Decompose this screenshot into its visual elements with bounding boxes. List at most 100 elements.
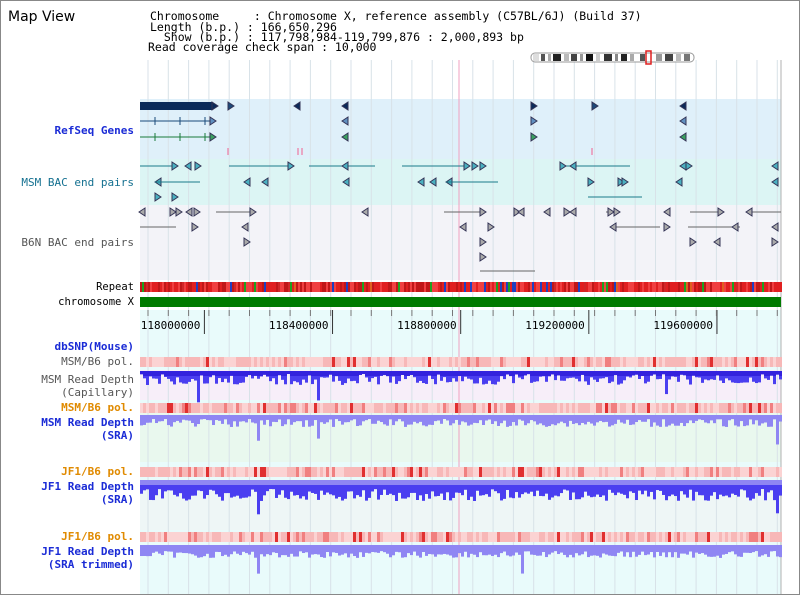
- repeat-segment: [172, 282, 174, 292]
- read-depth-bar: [440, 480, 443, 494]
- read-depth-cap: [620, 371, 623, 376]
- polymorphism-cell: [458, 467, 461, 477]
- polymorphism-cell: [731, 532, 734, 542]
- track-label-msm-depth-capillary: MSM Read Depth (Capillary): [41, 373, 134, 399]
- read-depth-bar: [680, 545, 683, 554]
- read-depth-cap: [467, 371, 470, 376]
- polymorphism-cell: [365, 467, 368, 477]
- repeat-segment: [574, 282, 576, 292]
- read-depth-bar: [149, 415, 152, 423]
- read-depth-bar: [389, 371, 392, 383]
- polymorphism-cell: [650, 532, 653, 542]
- read-depth-bar: [398, 415, 401, 420]
- polymorphism-cell: [719, 467, 722, 477]
- polymorphism-cell: [461, 357, 464, 367]
- repeat-segment: [570, 282, 572, 292]
- polymorphism-cell: [611, 357, 614, 367]
- polymorphism-cell: [725, 532, 728, 542]
- track-label-refseq[interactable]: RefSeq Genes: [54, 124, 134, 137]
- polymorphism-cell: [203, 403, 206, 413]
- polymorphism-cell: [659, 532, 662, 542]
- repeat-segment: [730, 282, 732, 292]
- feature-arrow: [731, 222, 739, 232]
- read-depth-cap: [398, 480, 401, 485]
- read-depth-bar: [272, 545, 275, 553]
- polymorphism-cell: [590, 357, 593, 367]
- polymorphism-cell: [191, 532, 194, 542]
- polymorphism-cell: [578, 532, 581, 542]
- polymorphism-cell: [392, 357, 395, 367]
- track-label-msm-bac[interactable]: MSM BAC end pairs: [21, 176, 134, 189]
- read-depth-bar: [401, 480, 404, 499]
- read-depth-bar: [773, 545, 776, 552]
- polymorphism-cell: [470, 532, 473, 542]
- feature-arrow: [243, 237, 251, 247]
- read-depth-bar: [143, 545, 146, 556]
- read-depth-cap: [461, 480, 464, 485]
- repeat-segment: [780, 282, 782, 292]
- read-depth-cap: [158, 371, 161, 376]
- polymorphism-cell: [686, 467, 689, 477]
- read-depth-bar: [299, 371, 302, 385]
- track-label-dbsnp[interactable]: dbSNP(Mouse): [54, 340, 134, 353]
- polymorphism-cell: [569, 357, 572, 367]
- polymorphism-cell: [371, 532, 374, 542]
- polymorphism-cell: [233, 403, 236, 413]
- polymorphism-cell: [398, 357, 401, 367]
- read-depth-bar: [599, 415, 602, 421]
- polymorphism-cell: [734, 357, 737, 367]
- repeat-segment: [670, 282, 672, 292]
- polymorphism-cell: [683, 403, 686, 413]
- read-depth-bar: [437, 545, 440, 555]
- read-depth-bar: [551, 480, 554, 498]
- polymorphism-cell: [446, 403, 449, 413]
- polymorphism-cell: [701, 357, 704, 367]
- polymorphism-cell: [227, 357, 230, 367]
- read-depth-bar: [614, 415, 617, 424]
- read-depth-bar: [581, 545, 584, 555]
- coverage-span-info: Read coverage check span : 10,000: [148, 40, 377, 54]
- repeat-segment: [602, 282, 604, 292]
- read-depth-cap: [140, 480, 143, 485]
- polymorphism-cell: [314, 357, 317, 367]
- repeat-segment: [276, 282, 278, 292]
- read-depth-bar: [764, 415, 767, 423]
- read-depth-bar: [542, 480, 545, 497]
- read-depth-bar: [191, 545, 194, 555]
- read-depth-bar: [203, 480, 206, 499]
- polymorphism-cell: [419, 467, 422, 477]
- polymorphism-cell: [635, 357, 638, 367]
- read-depth-bar: [353, 480, 356, 499]
- polymorphism-cell: [653, 357, 656, 367]
- read-depth-cap: [164, 480, 167, 485]
- repeat-segment: [572, 282, 574, 292]
- repeat-segment: [282, 282, 284, 292]
- repeat-segment: [604, 282, 606, 292]
- read-depth-bar: [617, 371, 620, 385]
- polymorphism-cell: [734, 467, 737, 477]
- repeat-segment: [362, 282, 364, 292]
- read-depth-bar: [701, 480, 704, 496]
- read-depth-bar: [413, 415, 416, 422]
- read-depth-bar: [236, 480, 239, 496]
- polymorphism-cell: [269, 532, 272, 542]
- read-depth-cap: [536, 480, 539, 485]
- polymorphism-cell: [398, 467, 401, 477]
- read-depth-cap: [191, 371, 194, 376]
- polymorphism-cell: [539, 532, 542, 542]
- read-depth-bar: [566, 480, 569, 491]
- read-depth-bar: [260, 415, 263, 421]
- read-depth-cap: [365, 480, 368, 485]
- read-depth-bar: [278, 480, 281, 495]
- read-depth-bar: [614, 480, 617, 496]
- polymorphism-cell: [641, 532, 644, 542]
- read-depth-bar: [317, 371, 320, 401]
- polymorphism-cell: [329, 357, 332, 367]
- track-label-b6n-bac[interactable]: B6N BAC end pairs: [21, 236, 134, 249]
- polymorphism-cell: [380, 357, 383, 367]
- polymorphism-cell: [326, 467, 329, 477]
- track-label-jf1-b6-pol-1: JF1/B6 pol.: [61, 465, 134, 478]
- read-depth-bar: [677, 480, 680, 501]
- repeat-segment: [550, 282, 552, 292]
